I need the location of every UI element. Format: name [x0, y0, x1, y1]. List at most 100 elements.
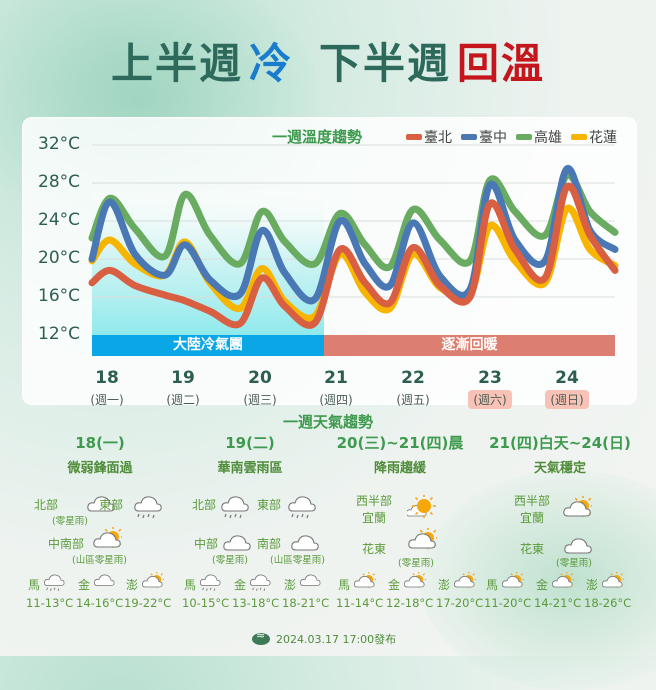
region-note: (零星雨) [398, 558, 434, 569]
cwa-logo-icon [252, 629, 270, 645]
cloud-icon [93, 572, 116, 597]
rain-icon [199, 572, 222, 597]
trend-column-2: 19(二) 華南雲雨區 [217, 434, 283, 476]
title-first-half: 上半週 [110, 39, 243, 88]
sun-cloud-icon [453, 571, 477, 597]
footer: 2024.03.17 17:00發布 [252, 629, 397, 647]
region-note: (零星雨) [556, 558, 592, 569]
sun-cloud-icon [141, 571, 165, 597]
island-name: 馬 [28, 578, 41, 592]
rain-icon [287, 493, 317, 525]
island-name: 金 [388, 578, 401, 592]
title-warm: 回溫 [457, 39, 546, 88]
warming-band: 逐漸回暖 [324, 335, 615, 356]
island-temp: 10-15°C [182, 596, 230, 610]
series-line-0 [88, 182, 619, 329]
island-name: 金 [536, 578, 549, 592]
region-label: 北部 [192, 498, 217, 512]
cloud-icon [563, 535, 593, 567]
region-label: 西半部 [356, 494, 393, 508]
island-name: 馬 [486, 578, 499, 592]
rain-icon [133, 493, 163, 525]
legend-item-taipei: 臺北 [406, 127, 452, 147]
series-line-1 [88, 165, 619, 305]
cloud-sun-icon [405, 494, 437, 527]
x-tick-day: 21 (週四) [319, 368, 353, 407]
sun-cloud-icon [562, 495, 594, 528]
sun-cloud-icon [551, 571, 575, 597]
island-temp: 18-26°C [584, 596, 632, 610]
island-temp: 11-13°C [26, 596, 74, 610]
title-cold: 冷 [248, 39, 293, 88]
cloud-icon [222, 532, 252, 564]
island-name: 澎 [126, 578, 139, 592]
island-name: 馬 [338, 578, 351, 592]
trend-column-3: 20(三)~21(四)晨 降雨趨緩 [336, 434, 464, 476]
series-line-2 [88, 171, 619, 272]
cloud-icon [86, 493, 116, 525]
title-second-half: 下半週 [319, 39, 452, 88]
region-note: (零星雨) [52, 516, 88, 527]
chart-title: 一週溫度趨勢 [272, 128, 363, 146]
island-temp: 11-20°C [484, 596, 532, 610]
rain-icon [220, 493, 250, 525]
region-label: 宜蘭 [520, 511, 545, 525]
island-name: 金 [78, 578, 91, 592]
chart-legend: 臺北 臺中 高雄 花蓮 [406, 127, 617, 147]
x-tick-day: 22 (週五) [396, 368, 430, 407]
legend-item-taichung: 臺中 [461, 127, 507, 147]
region-label: 花東 [520, 542, 545, 556]
x-tick-day: 24 (週日) [537, 368, 597, 409]
y-tick: 12°C [38, 324, 81, 344]
y-tick: 32°C [38, 134, 81, 154]
trend-column-1: 18(一) 微弱鋒面過 [67, 434, 133, 476]
island-name: 澎 [284, 578, 297, 592]
region-note: (零星雨) [212, 555, 248, 566]
region-note: (山區零星雨) [270, 555, 325, 566]
region-label: 花東 [362, 542, 387, 556]
x-tick-day: 18 (週一) [90, 368, 124, 407]
island-temp: 13-18°C [232, 596, 280, 610]
region-label: 中部 [194, 537, 219, 551]
rain-icon [249, 572, 272, 597]
temperature-line-chart [88, 144, 619, 335]
issue-time: 2024.03.17 17:00發布 [276, 633, 397, 646]
island-temp: 14-16°C [76, 596, 124, 610]
island-temp: 14-21°C [534, 596, 582, 610]
island-temp: 19-22°C [124, 596, 172, 610]
rain-icon [43, 572, 66, 597]
weekly-trend-title: 一週天氣趨勢 [282, 413, 373, 431]
sun-cloud-icon [92, 526, 124, 559]
sun-cloud-icon [403, 571, 427, 597]
legend-item-hualien: 花蓮 [571, 127, 617, 147]
y-tick: 20°C [38, 248, 81, 268]
region-label: 宜蘭 [362, 511, 387, 525]
cloud-icon [299, 572, 322, 597]
cold-air-mass-band: 大陸冷氣團 [92, 335, 324, 356]
y-tick: 24°C [38, 210, 81, 230]
sun-cloud-icon [407, 527, 439, 560]
island-temp: 11-14°C [336, 596, 384, 610]
region-label: 西半部 [514, 494, 551, 508]
x-tick-day: 20 (週三) [243, 368, 277, 407]
cloud-icon [290, 532, 320, 564]
legend-item-kaohsiung: 高雄 [516, 127, 562, 147]
y-tick: 16°C [38, 286, 81, 306]
page-title: 上半週冷下半週 回溫 [0, 30, 656, 91]
sun-cloud-icon [601, 571, 625, 597]
island-temp: 12-18°C [386, 596, 434, 610]
y-tick: 28°C [38, 172, 81, 192]
region-label: 北部 [34, 498, 59, 512]
island-name: 馬 [184, 578, 197, 592]
sun-cloud-icon [501, 571, 525, 597]
region-label: 東部 [257, 498, 282, 512]
region-label: 東部 [99, 498, 124, 512]
x-tick-day: 19 (週二) [166, 368, 200, 407]
sun-cloud-icon [353, 571, 377, 597]
island-name: 澎 [438, 578, 451, 592]
region-label: 南部 [257, 537, 282, 551]
island-name: 澎 [586, 578, 599, 592]
island-temp: 18-21°C [282, 596, 330, 610]
trend-column-4: 21(四)白天~24(日) 天氣穩定 [489, 434, 631, 476]
region-note: (山區零星雨) [72, 555, 127, 566]
